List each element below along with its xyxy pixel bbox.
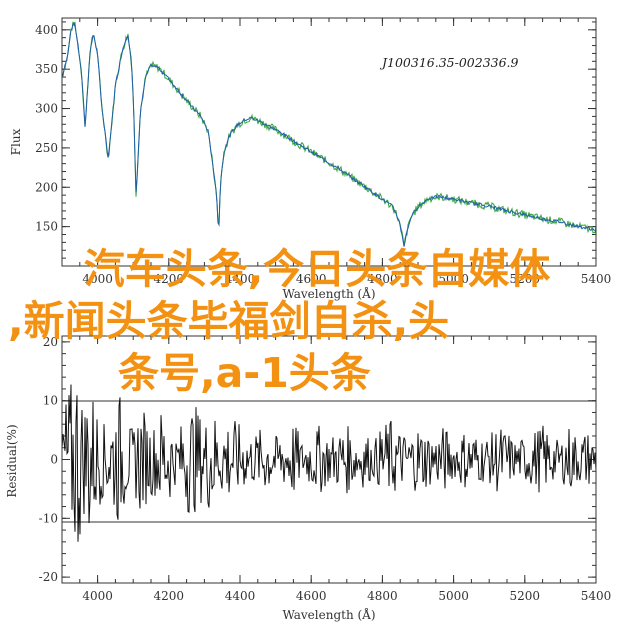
flux-ytick-label: 350: [35, 62, 58, 76]
flux-plot-frame: [61, 17, 597, 267]
spectrum-id-annotation: J100316.35-002336.9: [379, 55, 519, 70]
flux-ytick-label: 400: [35, 23, 58, 37]
flux-y-axis-title: Flux: [9, 128, 23, 155]
flux-x-axis-title: Wavelength (Å): [282, 286, 375, 301]
flux-panel: 4000 4200 4400 4600 4800 5000 5200 5400 150 200 25…: [9, 17, 611, 301]
flux-xtick-label: 4800: [367, 272, 398, 286]
residual-ytick-label: -20: [39, 570, 58, 584]
residual-xtick-label: 5400: [581, 589, 612, 603]
flux-ytick-label: 150: [35, 220, 58, 234]
model-flux-line: [61, 22, 597, 247]
flux-ytick-label: 200: [35, 180, 58, 194]
residual-ytick-label: 0: [50, 453, 58, 467]
residual-xtick-label: 5200: [510, 589, 541, 603]
flux-xtick-label: 4600: [296, 272, 327, 286]
residual-ytick-label: 20: [43, 335, 58, 349]
residual-ytick-label: 10: [43, 394, 58, 408]
flux-xtick-label: 5000: [438, 272, 469, 286]
residual-ytick-label: -10: [39, 511, 58, 525]
residual-ticks: 4000 4200 4400 4600 4800 5000 5200 5400 -20 -10 0 1…: [39, 335, 612, 603]
residual-line: [61, 384, 597, 542]
residual-x-axis-title: Wavelength (Å): [282, 607, 375, 622]
overlay-line-1: 汽车头条,今日头条自媒体: [83, 245, 551, 293]
flux-xtick-label: 4000: [82, 272, 113, 286]
residual-xtick-label: 4200: [154, 589, 185, 603]
residual-xtick-label: 4800: [367, 589, 398, 603]
overlay-line-2: ,新闻头条毕福剑自杀,头: [8, 297, 450, 345]
flux-ytick-label: 250: [35, 141, 58, 155]
residual-xtick-label: 4400: [225, 589, 256, 603]
overlay-line-3: 条号,a-1头条: [118, 349, 371, 397]
flux-ytick-label: 300: [35, 102, 58, 116]
residual-y-axis-title: Residual(%): [5, 424, 19, 497]
flux-xtick-label: 5400: [581, 272, 612, 286]
flux-xtick-label: 4400: [225, 272, 256, 286]
residual-xtick-label: 4600: [296, 589, 327, 603]
residual-xtick-label: 5000: [438, 589, 469, 603]
residual-panel: 4000 4200 4400 4600 4800 5000 5200 5400 -20 -10 0 1…: [5, 335, 611, 622]
residual-plot-frame: [61, 335, 597, 584]
flux-xtick-label: 4200: [154, 272, 185, 286]
residual-xtick-label: 4000: [82, 589, 113, 603]
flux-xtick-label: 5200: [510, 272, 541, 286]
flux-ticks: 4000 4200 4400 4600 4800 5000 5200 5400 150 200 25…: [35, 18, 611, 286]
